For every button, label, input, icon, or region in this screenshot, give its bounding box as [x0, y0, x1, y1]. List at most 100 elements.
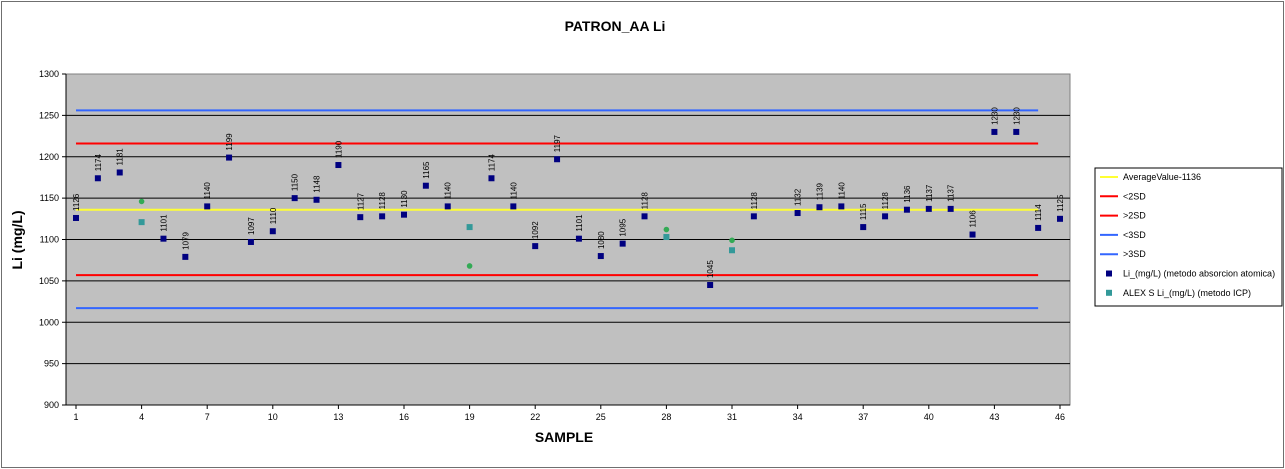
series-0-point: [444, 203, 451, 210]
x-tick-label: 40: [924, 412, 934, 422]
data-label: 1101: [159, 214, 168, 232]
y-tick-label: 1000: [39, 317, 59, 327]
legend-entry-label: <3SD: [1123, 230, 1146, 240]
legend-entry-label: Li_(mg/L) (metodo absorcion atomica): [1123, 269, 1275, 279]
data-label: 1181: [116, 148, 125, 166]
series-0-point: [335, 162, 342, 169]
series-0-point: [401, 211, 407, 218]
data-label: 1190: [334, 140, 343, 158]
series-0-point: [422, 182, 429, 189]
x-tick-label: 10: [268, 412, 278, 422]
x-tick-label: 19: [465, 412, 475, 422]
y-tick-label: 1250: [39, 110, 59, 120]
legend-entry-label: ALEX S Li_(mg/L) (metodo ICP): [1123, 288, 1251, 298]
legend-entry-label: AverageValue-1136: [1123, 172, 1201, 182]
data-label: 1148: [313, 175, 322, 193]
data-label: 1128: [750, 192, 759, 210]
x-tick-label: 31: [727, 412, 737, 422]
series-1-point: [466, 224, 473, 231]
series-0-point: [903, 206, 910, 213]
x-tick-label: 22: [530, 412, 540, 422]
data-label: 1197: [553, 134, 562, 152]
series-0-point: [160, 235, 167, 242]
series-0-point: [554, 156, 561, 163]
data-label: 1045: [706, 260, 715, 278]
series-0-point: [641, 213, 648, 220]
data-label: 1139: [815, 182, 824, 200]
data-label: 1092: [531, 221, 540, 239]
x-tick-label: 28: [661, 412, 671, 422]
x-tick-label: 13: [333, 412, 343, 422]
series-1-point: [138, 219, 145, 226]
data-label: 1095: [619, 218, 628, 236]
series-0-point: [860, 224, 867, 231]
data-label: 1128: [378, 192, 387, 210]
x-axis-title: SAMPLE: [535, 429, 593, 445]
series-0-point: [247, 238, 254, 245]
chart-title: PATRON_AA Li: [565, 18, 666, 34]
series-0-point: [116, 169, 123, 176]
series-0-point: [597, 253, 604, 260]
series-0-point: [575, 235, 582, 242]
data-label: 1080: [597, 231, 606, 249]
series-0-point: [379, 213, 386, 220]
y-axis-title: Li (mg/L): [9, 210, 25, 269]
legend: AverageValue-1136 <2SD >2SD <3SD >3SD Li_(mg/…: [1094, 167, 1283, 307]
data-label: 1140: [444, 182, 453, 200]
data-label: 1137: [947, 184, 956, 202]
series-0-point: [838, 203, 845, 210]
series-0-point: [488, 175, 495, 182]
series-0-point: [750, 213, 757, 220]
series-0-point: [73, 214, 79, 221]
legend-square-swatch: [1106, 270, 1112, 277]
legend-square-swatch: [1106, 289, 1112, 296]
plot-area: 900 950 1000 1050 1100 1150 1200 1250 1300 1 4 7 10 1…: [39, 69, 1071, 422]
series-0-point: [794, 210, 801, 217]
y-tick-label: 1050: [39, 276, 59, 286]
data-label: 1130: [400, 190, 409, 208]
legend-entry-label: <2SD: [1123, 191, 1146, 201]
series-2-point: [138, 198, 145, 205]
y-tick-label: 1100: [40, 235, 59, 245]
series-1-point: [663, 234, 670, 241]
series-0-point: [357, 214, 364, 221]
x-tick-label: 7: [205, 412, 210, 422]
x-tick-label: 43: [989, 412, 999, 422]
data-label: 1101: [575, 214, 584, 232]
y-tick-label: 1300: [39, 69, 59, 79]
series-0-point: [269, 228, 276, 235]
x-tick-label: 16: [399, 412, 409, 422]
x-tick-label: 1: [73, 412, 78, 422]
series-0-point: [291, 195, 298, 202]
data-label: 1137: [925, 184, 934, 202]
series-0-point: [969, 231, 976, 238]
y-tick-label: 950: [44, 359, 59, 369]
series-0-point: [182, 253, 189, 260]
series-0-point: [816, 204, 823, 211]
y-tick-label: 900: [44, 400, 59, 410]
series-0-point: [619, 240, 626, 247]
data-label: 1140: [509, 182, 518, 200]
data-label: 1127: [356, 192, 365, 210]
data-label: 1128: [641, 192, 650, 210]
data-label: 1115: [859, 203, 868, 220]
legend-entry-label: >3SD: [1123, 249, 1146, 259]
series-0-point: [532, 243, 539, 250]
series-0-point: [707, 282, 714, 289]
series-0-point: [226, 154, 233, 161]
data-label: 1174: [487, 154, 496, 172]
series-0-point: [947, 205, 954, 212]
data-label: 1125: [1056, 194, 1065, 212]
data-label: 1150: [291, 173, 300, 191]
series-0-point: [925, 205, 932, 212]
data-label: 1230: [990, 107, 999, 125]
data-label: 1199: [225, 133, 234, 151]
data-label: 1140: [837, 182, 846, 200]
series-0-point: [510, 203, 517, 210]
series-0-point: [882, 213, 889, 220]
data-label: 1132: [794, 188, 803, 206]
series-0-point: [204, 203, 211, 210]
series-2-point: [466, 263, 473, 269]
data-label: 1230: [1012, 107, 1021, 125]
y-tick-label: 1200: [39, 152, 59, 162]
